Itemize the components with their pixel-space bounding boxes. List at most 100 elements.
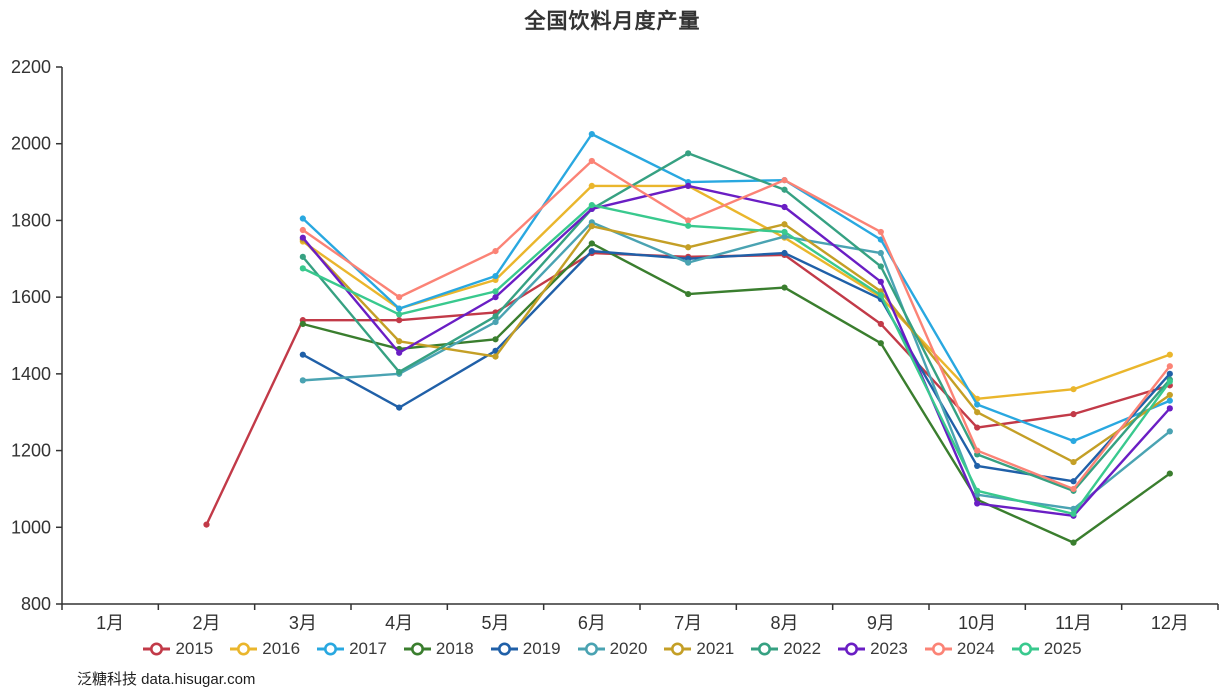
series-point-2018[interactable] <box>1166 470 1173 477</box>
series-point-2024[interactable] <box>588 157 595 165</box>
series-point-2022[interactable] <box>396 368 403 376</box>
series-point-2020[interactable] <box>685 259 692 266</box>
series-point-2025[interactable] <box>974 487 981 494</box>
series-point-2019[interactable] <box>1166 370 1173 377</box>
series-point-2024[interactable] <box>1070 485 1077 493</box>
series-point-2022[interactable] <box>492 313 499 320</box>
series-point-2024[interactable] <box>492 248 499 255</box>
series-point-2019[interactable] <box>492 347 499 354</box>
series-point-2015[interactable] <box>203 521 210 528</box>
series-point-2025[interactable] <box>1166 378 1173 385</box>
series-point-2016[interactable] <box>588 182 595 190</box>
series-point-2023[interactable] <box>685 182 692 190</box>
series-point-2017[interactable] <box>974 401 981 408</box>
series-point-2021[interactable] <box>781 221 788 228</box>
series-point-2021[interactable] <box>685 244 692 251</box>
series-point-2015[interactable] <box>974 424 981 431</box>
legend-item-2018[interactable]: 2018 <box>403 639 474 659</box>
series-point-2019[interactable] <box>396 404 403 411</box>
series-point-2021[interactable] <box>588 223 595 230</box>
legend-item-2015[interactable]: 2015 <box>143 639 213 659</box>
legend-item-2017[interactable]: 2017 <box>317 639 387 659</box>
series-point-2025[interactable] <box>685 222 692 229</box>
legend-item-2021[interactable]: 2021 <box>664 639 734 659</box>
series-point-2018[interactable] <box>1070 539 1077 546</box>
series-point-2019[interactable] <box>974 462 981 470</box>
series-line-2017[interactable] <box>301 132 1172 443</box>
series-point-2018[interactable] <box>781 284 788 291</box>
series-line-2016[interactable] <box>301 184 1172 400</box>
series-point-2025[interactable] <box>299 265 306 272</box>
series-point-2018[interactable] <box>685 290 692 298</box>
series-line-2021[interactable] <box>301 223 1172 464</box>
series-point-2024[interactable] <box>685 217 692 224</box>
legend-item-2019[interactable]: 2019 <box>490 639 561 659</box>
legend-item-2024[interactable]: 2024 <box>924 639 995 659</box>
series-point-2019[interactable] <box>588 248 595 255</box>
series-point-2024[interactable] <box>974 447 981 454</box>
legend-item-2023[interactable]: 2023 <box>838 639 908 659</box>
series-point-2016[interactable] <box>1070 386 1077 393</box>
series-point-2023[interactable] <box>974 500 981 507</box>
series-point-2020[interactable] <box>877 249 884 257</box>
series-point-2020[interactable] <box>1166 428 1173 435</box>
series-point-2022[interactable] <box>685 150 692 157</box>
series-point-2021[interactable] <box>492 353 499 360</box>
series-point-2025[interactable] <box>588 201 595 209</box>
legend-item-2022[interactable]: 2022 <box>751 639 821 659</box>
series-point-2022[interactable] <box>877 263 884 270</box>
series-point-2016[interactable] <box>1166 351 1173 358</box>
series-point-2023[interactable] <box>299 234 306 241</box>
series-point-2025[interactable] <box>877 292 884 299</box>
series-point-2023[interactable] <box>492 294 499 301</box>
series-point-2017[interactable] <box>1070 437 1077 445</box>
series-line-2019[interactable] <box>301 249 1172 483</box>
series-point-2021[interactable] <box>974 409 981 416</box>
series-point-2025[interactable] <box>396 311 403 318</box>
series-point-2015[interactable] <box>877 320 884 328</box>
series-line-2020[interactable] <box>301 221 1172 511</box>
series-point-2023[interactable] <box>1166 405 1173 412</box>
series-point-2015[interactable] <box>1070 411 1077 418</box>
series-line-2023[interactable] <box>301 184 1172 517</box>
series-point-2019[interactable] <box>1070 478 1077 485</box>
series-point-2024[interactable] <box>781 177 788 184</box>
series-point-2024[interactable] <box>396 294 403 301</box>
series-point-2017[interactable] <box>396 305 403 312</box>
series-point-2019[interactable] <box>781 249 788 257</box>
series-point-2015[interactable] <box>396 317 403 324</box>
series-point-2018[interactable] <box>492 336 499 343</box>
series-point-2025[interactable] <box>1070 510 1077 517</box>
series-point-2019[interactable] <box>299 351 306 358</box>
series-point-2020[interactable] <box>492 318 499 326</box>
series-point-2017[interactable] <box>1166 397 1173 404</box>
series-line-2025[interactable] <box>301 203 1172 516</box>
line-chart-plot-area[interactable]: 800 1000 1200 1400 1600 1800 2000 2200 1月 2月 3月 4月 5… <box>0 0 1225 634</box>
series-point-2021[interactable] <box>1070 458 1077 466</box>
series-line-2024[interactable] <box>301 159 1172 491</box>
series-point-2020[interactable] <box>299 377 306 384</box>
series-point-2018[interactable] <box>588 240 595 247</box>
series-point-2023[interactable] <box>877 278 884 285</box>
series-point-2022[interactable] <box>781 186 788 193</box>
series-point-2025[interactable] <box>492 288 499 295</box>
series-point-2024[interactable] <box>299 226 306 234</box>
series-point-2021[interactable] <box>396 338 403 345</box>
series-point-2018[interactable] <box>877 340 884 347</box>
series-line-2022[interactable] <box>301 152 1172 493</box>
series-point-2017[interactable] <box>299 215 306 222</box>
legend-item-2016[interactable]: 2016 <box>230 639 300 659</box>
series-point-2021[interactable] <box>1166 391 1173 399</box>
series-point-2017[interactable] <box>588 131 595 138</box>
series-point-2023[interactable] <box>781 203 788 211</box>
series-point-2024[interactable] <box>877 228 884 236</box>
series-point-2022[interactable] <box>299 253 306 260</box>
legend-item-2025[interactable]: 2025 <box>1011 639 1082 659</box>
series-point-2018[interactable] <box>299 320 306 328</box>
series-point-2017[interactable] <box>492 272 499 280</box>
series-point-2024[interactable] <box>1166 363 1173 370</box>
series-point-2025[interactable] <box>781 228 788 236</box>
series-point-2023[interactable] <box>396 349 403 356</box>
series-point-2020[interactable] <box>781 233 788 240</box>
legend-item-2020[interactable]: 2020 <box>577 639 647 659</box>
